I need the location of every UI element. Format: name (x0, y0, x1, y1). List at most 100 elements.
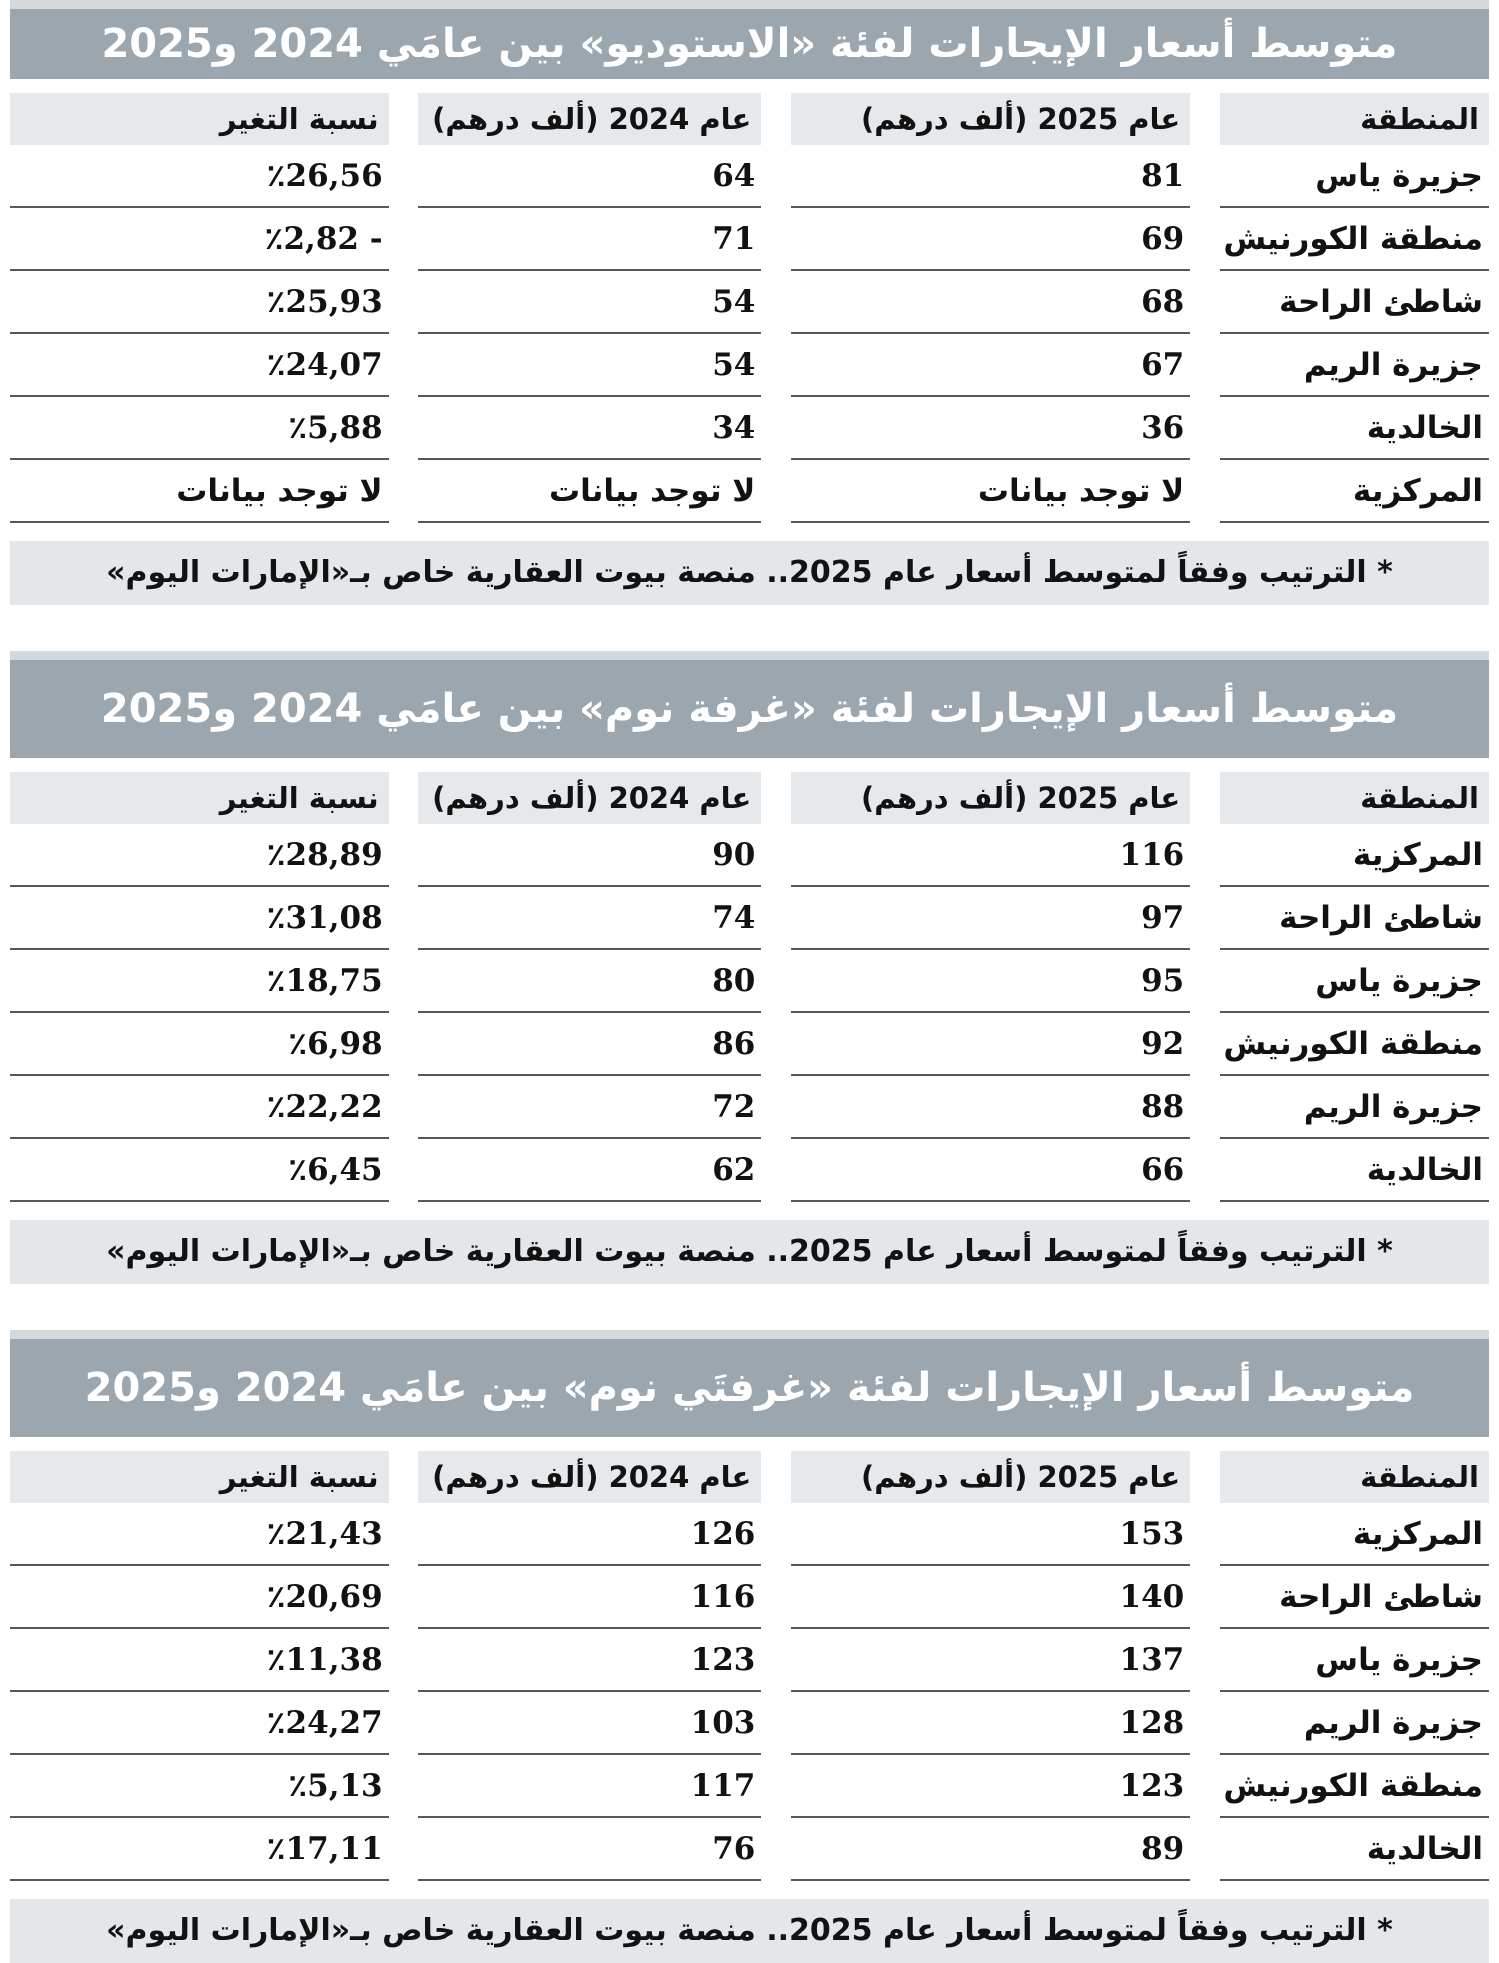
change-cell: ٪11,38 (10, 1629, 389, 1692)
value-2024-cell: 123 (418, 1629, 762, 1692)
table-body: المركزية 116 90 ٪28,89 شاطئ الراحة 97 74 ٪31,08… (10, 824, 1489, 1202)
region-cell: الخالدية (1219, 1139, 1489, 1202)
header-change-pct: نسبة التغير (10, 1451, 389, 1503)
region-cell: المركزية (1219, 1503, 1489, 1566)
value-2024-cell: 116 (418, 1566, 762, 1629)
title-top-strip (10, 0, 1489, 9)
header-year-2024: عام 2024 (ألف درهم) (418, 93, 762, 145)
region-cell: شاطئ الراحة (1219, 1566, 1489, 1629)
value-2025-cell: 69 (790, 208, 1191, 271)
rent-table-studio: متوسط أسعار الإيجارات لفئة «الاستوديو» ب… (10, 0, 1489, 605)
value-2025-cell: 88 (790, 1076, 1191, 1139)
header-year-2024: عام 2024 (ألف درهم) (418, 772, 762, 824)
value-2024-cell: 54 (418, 271, 762, 334)
change-cell: ٪6,45 (10, 1139, 389, 1202)
value-2025-cell: 123 (790, 1755, 1191, 1818)
title-top-strip (10, 1330, 1489, 1339)
value-2025-cell: 36 (790, 397, 1191, 460)
region-cell: جزيرة ياس (1219, 950, 1489, 1013)
table-title: متوسط أسعار الإيجارات لفئة «الاستوديو» ب… (10, 9, 1489, 79)
change-cell: ٪26,56 (10, 145, 389, 208)
table-header-row: المنطقة عام 2025 (ألف درهم) عام 2024 (أل… (10, 93, 1489, 145)
value-2024-cell: 80 (418, 950, 762, 1013)
region-cell: الخالدية (1219, 397, 1489, 460)
value-2025-cell: 92 (790, 1013, 1191, 1076)
header-year-2025: عام 2025 (ألف درهم) (790, 93, 1191, 145)
table-header-row: المنطقة عام 2025 (ألف درهم) عام 2024 (أل… (10, 1451, 1489, 1503)
value-2025-cell: 137 (790, 1629, 1191, 1692)
value-2025-cell: 95 (790, 950, 1191, 1013)
header-year-2024: عام 2024 (ألف درهم) (418, 1451, 762, 1503)
value-2024-cell: 72 (418, 1076, 762, 1139)
region-cell: جزيرة ياس (1219, 145, 1489, 208)
table-footnote: * الترتيب وفقاً لمتوسط أسعار عام 2025.. … (10, 1899, 1489, 1963)
rent-table-one-bedroom: متوسط أسعار الإيجارات لفئة «غرفة نوم» بي… (10, 651, 1489, 1284)
table-title: متوسط أسعار الإيجارات لفئة «غرفتَي نوم» … (10, 1339, 1489, 1437)
region-cell: جزيرة الريم (1219, 1076, 1489, 1139)
change-cell: ٪2,82 - (10, 208, 389, 271)
value-2024-cell: 54 (418, 334, 762, 397)
region-cell: المركزية (1219, 460, 1489, 523)
table-footnote: * الترتيب وفقاً لمتوسط أسعار عام 2025.. … (10, 1220, 1489, 1284)
value-2025-cell: 81 (790, 145, 1191, 208)
region-cell: جزيرة الريم (1219, 334, 1489, 397)
change-cell: ٪28,89 (10, 824, 389, 887)
value-2025-cell: 89 (790, 1818, 1191, 1881)
header-region: المنطقة (1219, 1451, 1489, 1503)
value-2025-cell: 128 (790, 1692, 1191, 1755)
header-region: المنطقة (1219, 93, 1489, 145)
rent-table-two-bedroom: متوسط أسعار الإيجارات لفئة «غرفتَي نوم» … (10, 1330, 1489, 1963)
region-cell: جزيرة الريم (1219, 1692, 1489, 1755)
value-2024-cell: 76 (418, 1818, 762, 1881)
value-2025-cell: 67 (790, 334, 1191, 397)
region-cell: المركزية (1219, 824, 1489, 887)
table-title: متوسط أسعار الإيجارات لفئة «غرفة نوم» بي… (10, 660, 1489, 758)
change-cell: ٪20,69 (10, 1566, 389, 1629)
table-footnote: * الترتيب وفقاً لمتوسط أسعار عام 2025.. … (10, 541, 1489, 605)
change-cell: ٪24,07 (10, 334, 389, 397)
value-2024-cell: 103 (418, 1692, 762, 1755)
region-cell: منطقة الكورنيش (1219, 1013, 1489, 1076)
value-2024-cell: 62 (418, 1139, 762, 1202)
region-cell: شاطئ الراحة (1219, 887, 1489, 950)
header-region: المنطقة (1219, 772, 1489, 824)
value-2024-cell: 64 (418, 145, 762, 208)
value-2024-cell: 71 (418, 208, 762, 271)
region-cell: منطقة الكورنيش (1219, 208, 1489, 271)
value-2024-cell: 117 (418, 1755, 762, 1818)
region-cell: جزيرة ياس (1219, 1629, 1489, 1692)
value-2024-cell: 74 (418, 887, 762, 950)
value-2025-cell: 97 (790, 887, 1191, 950)
change-cell: ٪21,43 (10, 1503, 389, 1566)
change-cell: ٪18,75 (10, 950, 389, 1013)
header-year-2025: عام 2025 (ألف درهم) (790, 772, 1191, 824)
value-2025-cell: 66 (790, 1139, 1191, 1202)
value-2024-cell: 86 (418, 1013, 762, 1076)
change-cell: لا توجد بيانات (10, 460, 389, 523)
change-cell: ٪17,11 (10, 1818, 389, 1881)
value-2024-cell: 90 (418, 824, 762, 887)
value-2024-cell: 34 (418, 397, 762, 460)
change-cell: ٪25,93 (10, 271, 389, 334)
value-2024-cell: 126 (418, 1503, 762, 1566)
change-cell: ٪31,08 (10, 887, 389, 950)
region-cell: منطقة الكورنيش (1219, 1755, 1489, 1818)
value-2024-cell: لا توجد بيانات (418, 460, 762, 523)
change-cell: ٪24,27 (10, 1692, 389, 1755)
region-cell: شاطئ الراحة (1219, 271, 1489, 334)
header-change-pct: نسبة التغير (10, 93, 389, 145)
header-change-pct: نسبة التغير (10, 772, 389, 824)
header-year-2025: عام 2025 (ألف درهم) (790, 1451, 1191, 1503)
change-cell: ٪22,22 (10, 1076, 389, 1139)
region-cell: الخالدية (1219, 1818, 1489, 1881)
value-2025-cell: 116 (790, 824, 1191, 887)
table-header-row: المنطقة عام 2025 (ألف درهم) عام 2024 (أل… (10, 772, 1489, 824)
table-body: جزيرة ياس 81 64 ٪26,56 منطقة الكورنيش 69 71 ٪2,… (10, 145, 1489, 523)
value-2025-cell: لا توجد بيانات (790, 460, 1191, 523)
change-cell: ٪5,88 (10, 397, 389, 460)
change-cell: ٪6,98 (10, 1013, 389, 1076)
value-2025-cell: 140 (790, 1566, 1191, 1629)
title-top-strip (10, 651, 1489, 660)
value-2025-cell: 153 (790, 1503, 1191, 1566)
table-body: المركزية 153 126 ٪21,43 شاطئ الراحة 140 116 ٪20… (10, 1503, 1489, 1881)
